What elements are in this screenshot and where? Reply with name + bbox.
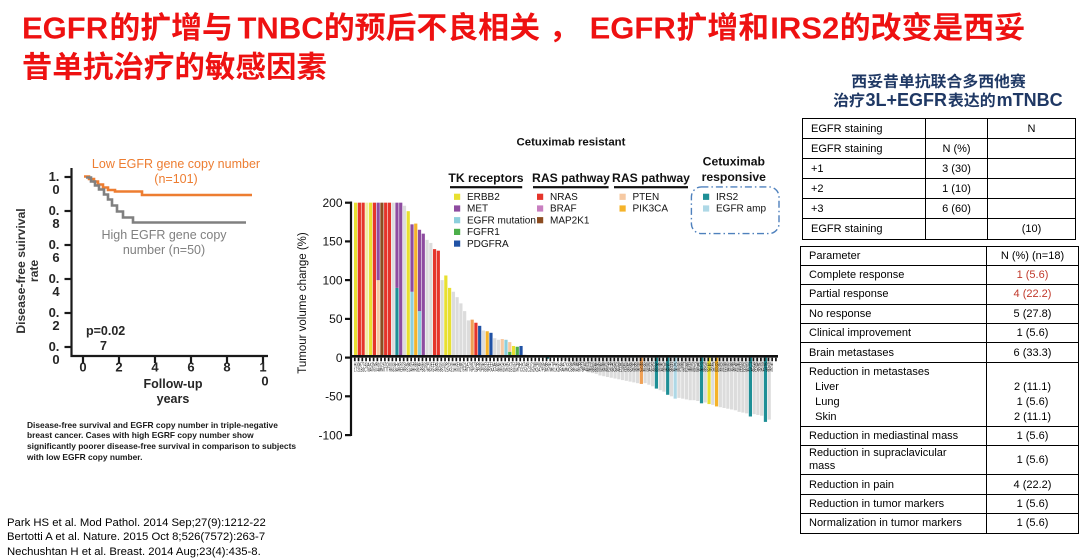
svg-text:IRS2: IRS2 (770, 10, 839, 45)
svg-text:PDGFRA: PDGFRA (467, 239, 509, 250)
svg-text:p=0.02: p=0.02 (86, 324, 125, 338)
svg-text:6: 6 (52, 250, 59, 265)
svg-text:200: 200 (322, 196, 342, 210)
svg-text:mTNBC: mTNBC (997, 90, 1063, 110)
svg-text:EGFR mutation: EGFR mutation (467, 215, 536, 226)
svg-text:Cetuximab resistant: Cetuximab resistant (517, 137, 626, 149)
svg-text:0: 0 (52, 352, 59, 367)
svg-text:3L+EGFR: 3L+EGFR (866, 90, 948, 110)
svg-text:MET: MET (467, 204, 488, 215)
svg-text:4: 4 (151, 360, 159, 375)
svg-text:2: 2 (52, 318, 59, 333)
svg-text:0.: 0. (49, 339, 60, 354)
svg-text:NRAS: NRAS (550, 192, 578, 203)
svg-text:50: 50 (329, 312, 343, 326)
svg-text:FGFR1: FGFR1 (467, 227, 500, 238)
svg-text:TNBC: TNBC (238, 10, 324, 45)
svg-text:150: 150 (322, 235, 342, 249)
svg-text:0: 0 (261, 374, 268, 389)
svg-text:-100: -100 (318, 428, 342, 442)
svg-text:0: 0 (79, 360, 86, 375)
svg-text:0.: 0. (49, 271, 60, 286)
svg-text:6: 6 (187, 360, 194, 375)
svg-text:7: 7 (100, 339, 107, 353)
svg-text:1.: 1. (49, 169, 60, 184)
svg-text:(n=101): (n=101) (154, 172, 197, 186)
svg-text:0: 0 (52, 182, 59, 197)
svg-text:rate: rate (27, 260, 41, 283)
svg-text:RAS pathway: RAS pathway (532, 171, 610, 185)
svg-text:0.: 0. (49, 237, 60, 252)
svg-text:Disease-free suirvival: Disease-free suirvival (14, 208, 28, 333)
svg-text:-50: -50 (325, 390, 343, 404)
svg-text:Follow-up: Follow-up (143, 377, 202, 391)
svg-text:High EGFR gene copy: High EGFR gene copy (101, 228, 227, 242)
svg-text:PIK3CA: PIK3CA (633, 204, 669, 215)
svg-text:Tumour volume change (%): Tumour volume change (%) (297, 232, 309, 374)
svg-text:0.: 0. (49, 305, 60, 320)
svg-text:Low EGFR gene copy number: Low EGFR gene copy number (92, 157, 260, 171)
svg-text:1: 1 (259, 360, 266, 375)
svg-text:years: years (157, 392, 190, 406)
svg-text:PTEN: PTEN (633, 192, 660, 203)
svg-text:IRS2: IRS2 (716, 192, 739, 203)
svg-text:4: 4 (52, 284, 60, 299)
svg-text:ERBB2: ERBB2 (467, 192, 500, 203)
svg-text:TK receptors: TK receptors (448, 171, 523, 185)
svg-text:8: 8 (223, 360, 230, 375)
svg-text:EGFR: EGFR (590, 10, 676, 45)
svg-text:RAS pathway: RAS pathway (612, 171, 690, 185)
svg-text:0.: 0. (49, 203, 60, 218)
svg-text:MAP2K1: MAP2K1 (550, 215, 590, 226)
svg-text:EGFR: EGFR (22, 10, 108, 45)
svg-text:EGFR amp: EGFR amp (716, 204, 766, 215)
svg-text:H3087743AX2MR10267CK0X6HXR7SM8: H3087743AX2MR10267CK0X6HXR7SM805RB846B32… (354, 362, 773, 368)
svg-text:1721B2C78AT6X4MMT7TR633ARERRS1: 1721B2C78AT6X4MMT7TR633ARERRS1AHH31PB376… (354, 368, 773, 374)
svg-text:BRAF: BRAF (550, 204, 577, 215)
svg-text:8: 8 (52, 216, 59, 231)
svg-text:responsive: responsive (702, 170, 767, 184)
svg-text:100: 100 (322, 273, 342, 287)
svg-text:2: 2 (115, 360, 122, 375)
svg-text:number (n=50): number (n=50) (123, 243, 205, 257)
svg-text:Cetuximab: Cetuximab (703, 155, 765, 169)
svg-text:0: 0 (336, 351, 343, 365)
